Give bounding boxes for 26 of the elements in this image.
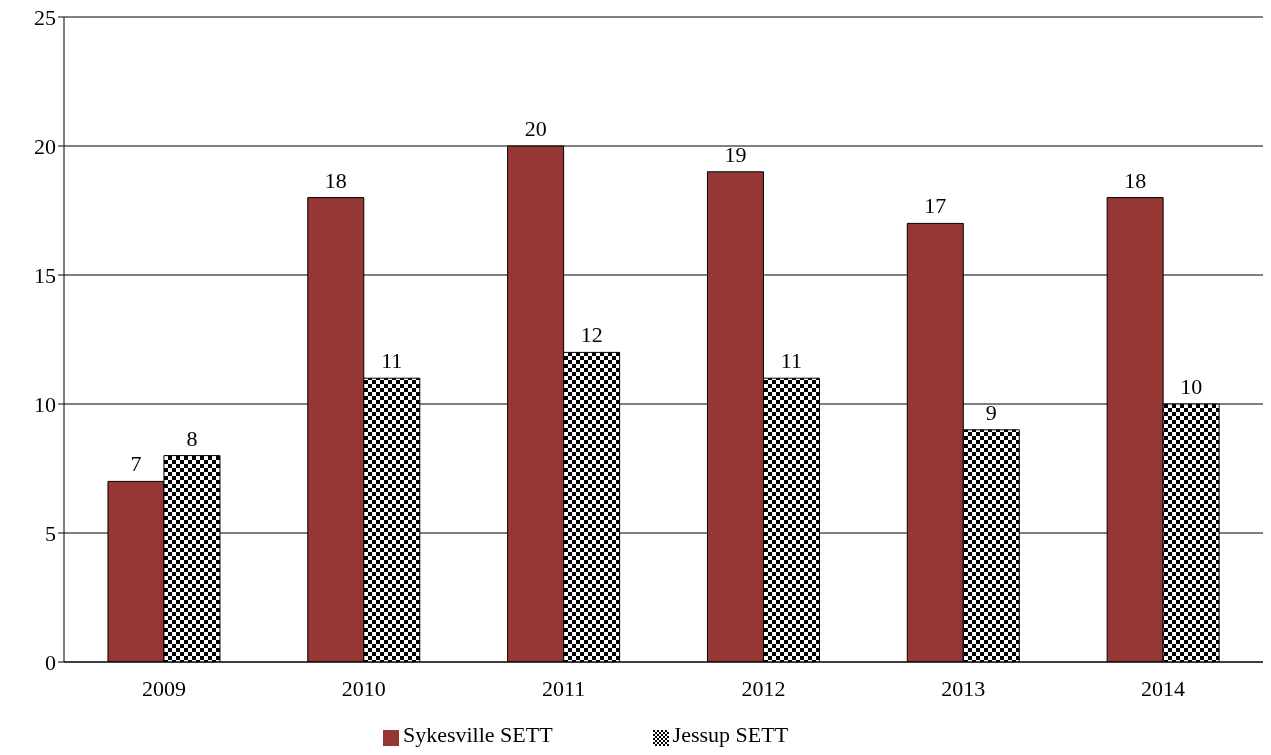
data-label: 17 xyxy=(924,193,947,219)
y-tick-label: 25 xyxy=(34,4,56,30)
data-label: 18 xyxy=(324,167,347,193)
x-tick-label: 2010 xyxy=(341,675,386,701)
data-label: 8 xyxy=(186,425,198,451)
y-tick-label: 15 xyxy=(34,262,56,288)
data-label: 12 xyxy=(580,322,603,348)
data-label: 20 xyxy=(524,116,547,141)
data-label: 11 xyxy=(780,348,803,374)
data-label: 11 xyxy=(381,348,403,374)
legend-label: Jessup SETT xyxy=(672,722,789,747)
data-label: 18 xyxy=(1124,167,1147,193)
data-label: 10 xyxy=(1180,374,1203,399)
y-tick-label: 0 xyxy=(45,649,56,675)
x-tick-label: 2011 xyxy=(541,675,586,701)
x-tick-label: 2013 xyxy=(941,675,986,701)
x-tick-label: 2014 xyxy=(1141,675,1186,701)
y-tick-label: 5 xyxy=(45,520,56,546)
data-label: 9 xyxy=(985,399,997,425)
y-tick-label: 10 xyxy=(34,391,56,417)
x-tick-label: 2012 xyxy=(741,675,786,701)
data-label: 19 xyxy=(724,141,747,167)
y-tick-label: 20 xyxy=(34,133,56,159)
x-tick-label: 2009 xyxy=(141,675,186,701)
data-label: 7 xyxy=(130,451,142,477)
legend-label: Sykesville SETT xyxy=(402,722,553,747)
